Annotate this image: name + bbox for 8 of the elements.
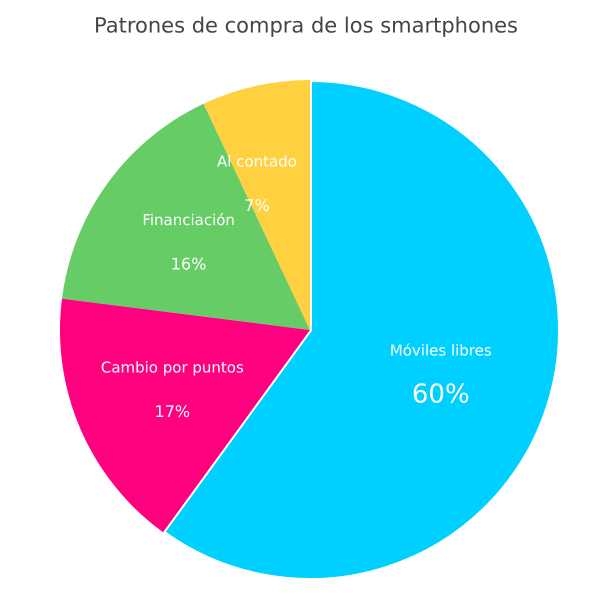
data-label: 17% xyxy=(154,402,190,422)
slice-label: Financiación xyxy=(142,210,235,229)
chart-title: Patrones de compra de los smartphones xyxy=(94,14,518,38)
slice-label: Móviles libres xyxy=(390,341,492,360)
data-label: 16% xyxy=(170,254,206,274)
data-label: 60% xyxy=(412,379,470,410)
slice-label: Cambio por puntos xyxy=(100,358,244,377)
slice-label: Al contado xyxy=(217,152,297,171)
